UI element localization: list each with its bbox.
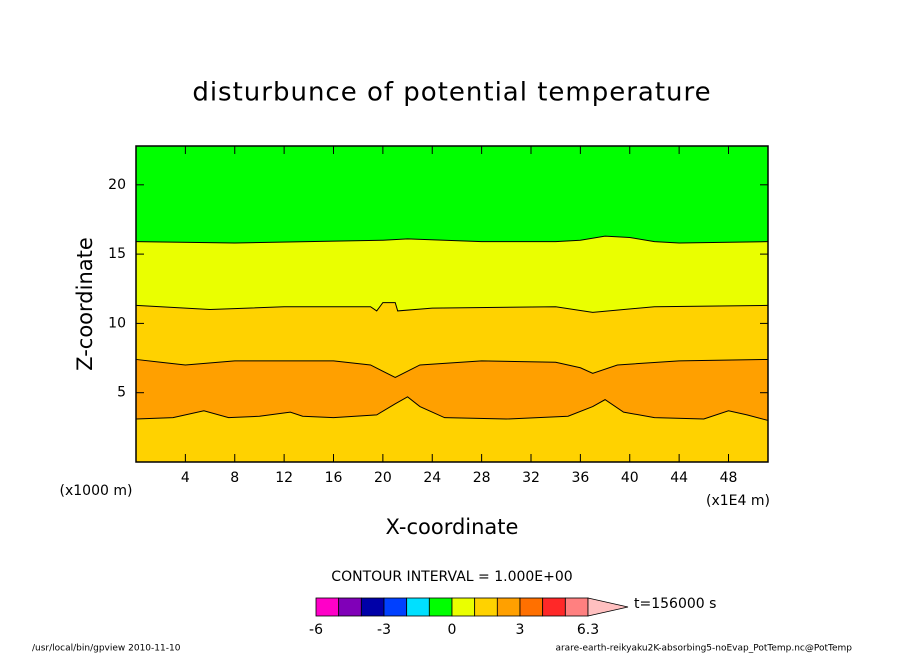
x-tick-label: 28 — [473, 470, 491, 486]
y-tick-label: 10 — [108, 315, 126, 331]
y-axis-label: Z-coordinate — [73, 237, 97, 371]
colorbar-box — [451, 597, 476, 617]
contour-interval: CONTOUR INTERVAL = 1.000E+00 — [331, 569, 572, 585]
contour-line — [135, 235, 769, 244]
colorbar-label: -6 — [309, 622, 323, 638]
colorbar-box — [519, 597, 544, 617]
x-tick-label: 44 — [670, 470, 688, 486]
x-tick-label: 40 — [621, 470, 639, 486]
x-unit-right: (x1E4 m) — [706, 493, 770, 509]
y-tick-label: 20 — [108, 177, 126, 193]
colorbar-label: -3 — [377, 622, 391, 638]
y-tick-label: 15 — [108, 246, 126, 262]
colorbar-box — [383, 597, 408, 617]
x-tick-label: 12 — [275, 470, 293, 486]
chart-title: disturbunce of potential temperature — [192, 78, 711, 108]
colorbar-box — [406, 597, 430, 617]
colorbar-box — [338, 597, 362, 617]
x-tick-label: 8 — [230, 470, 239, 486]
colorbar-box — [360, 597, 385, 617]
x-unit-left: (x1000 m) — [60, 483, 133, 499]
y-tick-label: 5 — [117, 385, 126, 401]
x-axis-label: X-coordinate — [386, 515, 519, 539]
contour-line — [135, 396, 769, 421]
contour-line — [135, 302, 769, 313]
footer-left: /usr/local/bin/gpview 2010-11-10 — [32, 644, 181, 654]
colorbar-extend — [587, 597, 629, 617]
x-tick-label: 16 — [325, 470, 343, 486]
colorbar-box — [428, 597, 453, 617]
colorbar-label: 3 — [516, 622, 525, 638]
colorbar-label: 0 — [448, 622, 457, 638]
colorbar-box — [564, 597, 589, 617]
x-tick-label: 36 — [571, 470, 589, 486]
time-label: t=156000 s — [634, 596, 716, 612]
x-tick-label: 24 — [423, 470, 441, 486]
colorbar-box — [315, 597, 340, 617]
x-tick-label: 4 — [181, 470, 190, 486]
colorbar-label: 6.3 — [577, 622, 599, 638]
x-tick-label: 20 — [374, 470, 392, 486]
band-fill — [136, 396, 768, 462]
colorbar-box — [496, 597, 521, 617]
plot-frame — [135, 145, 769, 463]
plot-area — [135, 146, 769, 462]
colorbar-box — [542, 597, 566, 617]
contour-line — [135, 358, 769, 379]
colorbar-box — [474, 597, 498, 617]
x-tick-label: 32 — [522, 470, 540, 486]
x-tick-label: 48 — [720, 470, 738, 486]
footer-right: arare-earth-reikyaku2K-absorbing5-noEvap… — [555, 644, 852, 654]
